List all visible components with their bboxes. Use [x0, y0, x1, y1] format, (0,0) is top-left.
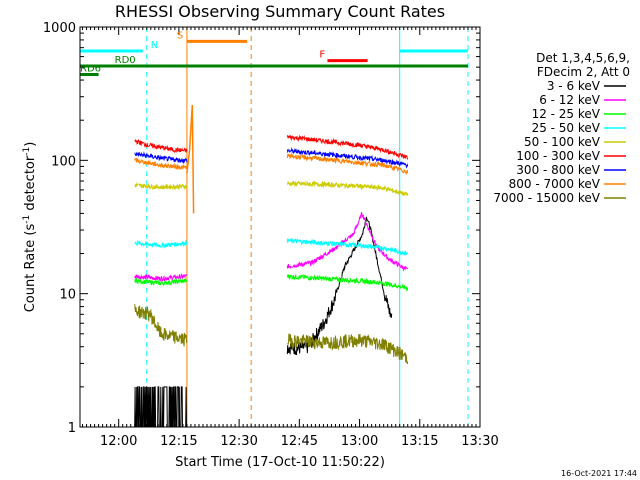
series-line-segment — [134, 138, 188, 154]
series-line-segment — [286, 147, 409, 169]
flag-label-n: N — [151, 40, 158, 51]
y-tick-label: 1000 — [43, 21, 76, 36]
generated-timestamp: 16-Oct-2021 17:44 — [561, 469, 637, 478]
series-line-segment — [134, 386, 187, 427]
y-tick-label: 1 — [68, 421, 76, 436]
x-tick-label: 12:45 — [281, 434, 318, 449]
x-tick-label: 13:15 — [401, 434, 438, 449]
chart-title: RHESSI Observing Summary Count Rates — [115, 2, 445, 21]
series-line-segment — [287, 333, 409, 365]
series-25-50-kev — [134, 238, 408, 257]
y-tick-label: 10 — [59, 288, 76, 303]
legend-entry-label: 6 - 12 keV — [539, 93, 601, 107]
series-line-segment — [134, 304, 188, 347]
series-12-25-kev — [134, 273, 409, 292]
x-tick-label: 12:00 — [100, 434, 137, 449]
plot-frame — [79, 26, 481, 428]
x-axis-label: Start Time (17-Oct-10 11:50:22) — [175, 455, 385, 470]
series-line-segment — [286, 180, 409, 196]
y-tick-label: 100 — [51, 154, 76, 169]
series-6-12-kev — [134, 212, 409, 283]
flag-label-rd6: RD6 — [80, 64, 101, 75]
y-axis-label-part: -1 — [22, 215, 32, 224]
x-tick-label: 13:00 — [341, 434, 378, 449]
series-line-segment — [134, 239, 188, 249]
series-7000-15000-kev — [134, 304, 409, 365]
legend-entry-label: 12 - 25 keV — [532, 107, 601, 121]
legend-entry-label: 100 - 300 keV — [516, 149, 600, 163]
series-300-800-kev — [134, 147, 409, 169]
legend: Det 1,3,4,5,6,9,FDecim 2, Att 03 - 6 keV… — [493, 51, 630, 205]
flag-label-s: S — [177, 30, 183, 41]
x-tick-label: 13:30 — [461, 434, 498, 449]
series-line-segment — [134, 273, 188, 283]
series-line-segment — [134, 151, 188, 164]
legend-entry-label: 25 - 50 keV — [532, 121, 601, 135]
y-axis-label-part: detector — [23, 155, 38, 215]
flag-label-rd0: RD0 — [115, 55, 136, 66]
series-line-segment — [286, 273, 409, 292]
legend-entry-label: 7000 - 15000 keV — [493, 191, 600, 205]
x-tick-label: 12:30 — [220, 434, 257, 449]
spike-line — [186, 104, 195, 214]
legend-entry-label: 800 - 7000 keV — [509, 177, 601, 191]
y-axis-label: Count Rate (s-1 detector-1) — [22, 142, 38, 313]
series-100-300-kev — [134, 134, 409, 161]
series-line-segment — [286, 212, 409, 272]
legend-header-line: FDecim 2, Att 0 — [537, 65, 630, 79]
y-axis-label-part: Count Rate (s — [23, 224, 38, 313]
series-line-segment — [286, 216, 393, 356]
series-line-segment — [134, 182, 188, 191]
series-800-7000-kev — [134, 152, 409, 176]
series-3-6-kev — [134, 216, 393, 427]
legend-entry-label: 3 - 6 keV — [547, 79, 601, 93]
legend-header-line: Det 1,3,4,5,6,9, — [536, 51, 630, 65]
series-50-100-kev — [134, 180, 409, 196]
x-tick-label: 12:15 — [160, 434, 197, 449]
y-axis-label-part: -1 — [22, 147, 32, 156]
series-line-segment — [286, 238, 408, 257]
legend-entry-label: 300 - 800 keV — [516, 163, 600, 177]
y-axis-label-part: ) — [23, 142, 38, 147]
flag-label-f: F — [319, 50, 325, 61]
series-line-segment — [286, 152, 409, 176]
series-line-segment — [134, 277, 188, 287]
series-line-segment — [286, 134, 409, 161]
series-line-segment — [134, 157, 188, 171]
legend-entry-label: 50 - 100 keV — [524, 135, 601, 149]
